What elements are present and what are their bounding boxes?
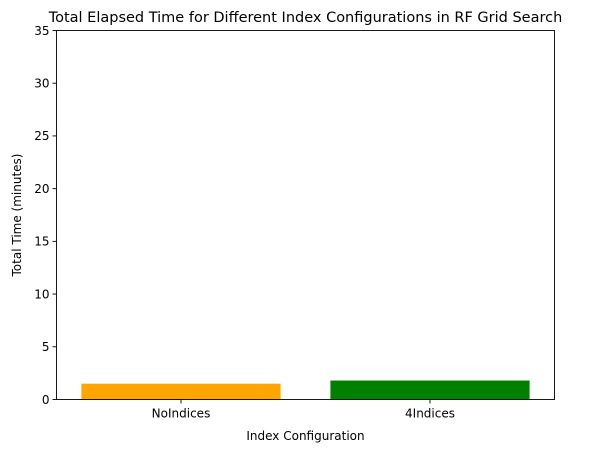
chart-title: Total Elapsed Time for Different Index C… — [48, 10, 563, 26]
y-tick-label: 10 — [34, 287, 49, 301]
y-tick-label: 25 — [34, 129, 49, 143]
bar-4indices — [330, 380, 530, 400]
x-axis-label: Index Configuration — [246, 429, 364, 443]
x-axis: NoIndices 4Indices — [152, 399, 455, 421]
y-tick-label: 15 — [34, 235, 49, 249]
y-tick-label: 30 — [34, 77, 49, 91]
bar-noindices — [81, 383, 281, 400]
x-tick-label: NoIndices — [152, 407, 211, 421]
y-axis-label: Total Time (minutes) — [10, 154, 24, 278]
x-tick-label: 4Indices — [405, 407, 455, 421]
bar-series — [81, 380, 530, 400]
y-tick-label: 20 — [34, 182, 49, 196]
y-axis: 0 5 10 15 20 25 30 35 — [34, 24, 57, 407]
plot-frame — [56, 30, 555, 400]
y-tick-label: 35 — [34, 24, 49, 38]
y-tick-label: 0 — [42, 393, 50, 407]
y-tick-label: 5 — [42, 340, 50, 354]
